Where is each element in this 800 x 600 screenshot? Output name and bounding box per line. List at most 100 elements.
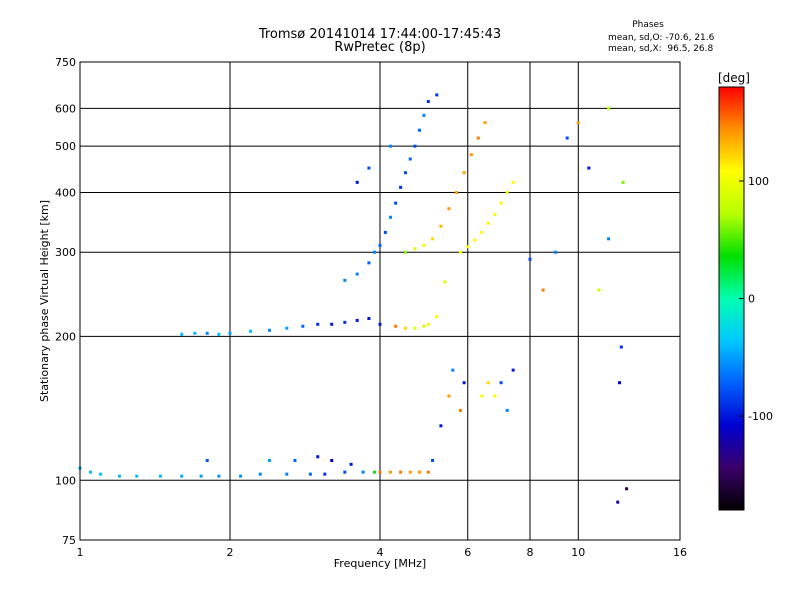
colorbar-tick-label: 0 <box>748 293 755 306</box>
grid-lines <box>80 62 680 540</box>
data-point <box>323 472 327 476</box>
x-tick-label: 1 <box>77 546 84 559</box>
chart-title-line1: Tromsø 20141014 17:44:00-17:45:43 <box>258 27 502 42</box>
data-point <box>373 470 377 474</box>
data-point <box>394 201 398 205</box>
data-point <box>553 250 557 254</box>
data-point <box>228 331 232 335</box>
data-point <box>417 470 421 474</box>
data-point <box>403 250 407 254</box>
data-point <box>499 381 503 385</box>
data-point <box>258 472 262 476</box>
data-point <box>625 487 629 491</box>
data-point <box>316 455 320 459</box>
data-point <box>439 224 443 228</box>
data-point <box>458 408 462 412</box>
data-point <box>378 470 382 474</box>
data-point <box>493 212 497 216</box>
data-point <box>493 394 497 398</box>
y-tick-label: 300 <box>55 246 76 259</box>
y-tick-label: 400 <box>55 186 76 199</box>
data-point <box>597 288 601 292</box>
data-point <box>426 100 430 104</box>
y-tick-label: 500 <box>55 140 76 153</box>
y-tick-label: 750 <box>55 56 76 69</box>
data-point <box>511 180 515 184</box>
data-point <box>466 245 470 249</box>
data-point <box>408 470 412 474</box>
data-point <box>616 500 620 504</box>
data-point <box>565 136 569 140</box>
data-point <box>458 250 462 254</box>
data-point <box>367 166 371 170</box>
data-point <box>476 136 480 140</box>
data-point <box>486 381 490 385</box>
data-point <box>301 324 305 328</box>
x-tick-label: 2 <box>227 546 234 559</box>
data-point <box>587 166 591 170</box>
data-point <box>330 458 334 462</box>
data-point <box>330 322 334 326</box>
x-tick-label: 10 <box>571 546 585 559</box>
data-point <box>361 470 365 474</box>
data-point <box>528 257 532 261</box>
data-point <box>367 316 371 320</box>
data-point <box>217 332 221 336</box>
x-tick-label: 16 <box>673 546 687 559</box>
data-point <box>199 474 203 478</box>
data-point <box>117 474 121 478</box>
chart-title-line2: RwPretec (8p) <box>334 40 426 55</box>
data-point <box>99 472 103 476</box>
data-point <box>607 237 611 241</box>
data-point <box>249 329 253 333</box>
data-point <box>413 144 417 148</box>
data-point <box>426 470 430 474</box>
data-point <box>316 322 320 326</box>
data-point <box>576 121 580 125</box>
data-point <box>431 458 435 462</box>
data-point <box>367 261 371 265</box>
data-point <box>462 171 466 175</box>
data-point <box>408 157 412 161</box>
data-point <box>389 470 393 474</box>
data-point <box>443 280 447 284</box>
data-point <box>462 381 466 385</box>
y-tick-label: 600 <box>55 102 76 115</box>
data-point <box>413 326 417 330</box>
data-point <box>343 320 347 324</box>
data-point <box>285 472 289 476</box>
colorbar-label: [deg] <box>718 71 750 85</box>
data-point <box>399 470 403 474</box>
y-tick-label: 75 <box>62 534 76 547</box>
data-point <box>158 474 162 478</box>
data-point <box>422 113 426 117</box>
colorbar-tick-label: -100 <box>748 410 773 423</box>
data-point <box>505 190 509 194</box>
data-point <box>499 201 503 205</box>
data-point <box>439 424 443 428</box>
data-point <box>205 331 209 335</box>
data-point <box>293 458 297 462</box>
data-point <box>267 328 271 332</box>
data-point <box>355 272 359 276</box>
colorbar-ticks: 100 0 -100 <box>739 175 773 423</box>
phases-o-stats: mean, sd,O: -70.6, 21.6 <box>608 33 715 43</box>
plot-frame <box>79 61 681 541</box>
data-point <box>469 153 473 157</box>
y-axis-ticks: 75 100 200 300 400 500 600 750 <box>55 56 76 547</box>
data-point <box>193 331 197 335</box>
data-point <box>505 408 509 412</box>
data-point <box>355 318 359 322</box>
data-point <box>180 332 184 336</box>
data-point <box>480 230 484 234</box>
data-point <box>373 250 377 254</box>
data-point <box>455 190 459 194</box>
data-point <box>239 474 243 478</box>
data-point <box>480 394 484 398</box>
data-point <box>621 180 625 184</box>
data-point <box>394 324 398 328</box>
data-point <box>403 171 407 175</box>
x-axis-label: Frequency [MHz] <box>334 557 426 570</box>
y-tick-label: 200 <box>55 330 76 343</box>
